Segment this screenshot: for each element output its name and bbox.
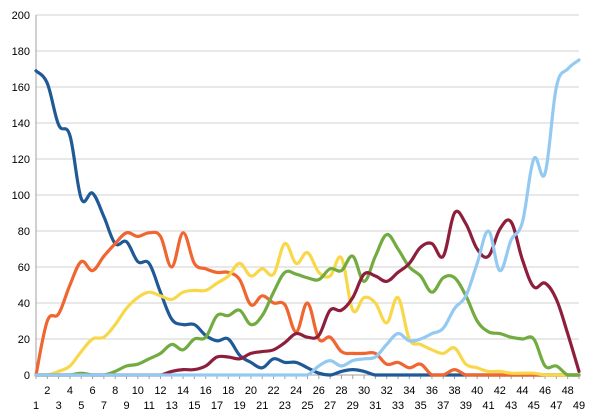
x-tick-label: 47 [550,400,562,412]
x-tick-label: 12 [154,385,166,397]
series-line-6 [34,58,581,377]
x-tick-label: 42 [494,385,506,397]
x-tick-label: 18 [222,385,234,397]
x-tick-label: 43 [505,400,517,412]
x-tick-label: 9 [123,400,129,412]
x-tick-label: 17 [211,400,223,412]
y-tick-label: 120 [12,154,30,166]
y-tick-label: 140 [12,118,30,130]
x-tick-label: 11 [143,400,154,412]
x-tick-label: 33 [392,400,404,412]
x-tick-label: 29 [347,400,359,412]
x-tick-label: 27 [324,400,336,412]
gridlines [36,14,579,340]
x-tick-label: 13 [166,400,178,412]
x-tick-label: 1 [33,400,39,412]
series-lines [34,58,581,377]
x-tick-label: 10 [132,385,144,397]
x-tick-label: 39 [460,400,472,412]
y-tick-label: 180 [12,46,30,58]
x-tick-label: 34 [403,385,415,397]
series-line-2 [34,230,581,377]
x-tick-label: 30 [358,385,370,397]
x-tick-label: 41 [482,400,494,412]
y-tick-label: 20 [18,334,30,346]
x-tick-label: 36 [426,385,438,397]
x-tick-label: 15 [188,400,200,412]
x-tick-label: 49 [573,400,585,412]
y-tick-label: 0 [24,370,30,382]
x-tick-label: 38 [448,385,460,397]
x-tick-label: 48 [562,385,574,397]
y-tick-label: 100 [12,190,30,202]
y-tick-label: 80 [18,226,30,238]
x-tick-label: 20 [245,385,257,397]
x-tick-label: 3 [56,400,62,412]
x-tick-label: 14 [177,385,189,397]
x-tick-label: 7 [101,400,107,412]
series-line-5 [34,209,581,377]
x-tick-label: 24 [290,385,302,397]
x-tick-label: 16 [200,385,212,397]
series-line-1 [34,69,581,377]
series-line-4 [34,232,581,377]
y-tick-label: 40 [18,298,30,310]
x-tick-label: 37 [437,400,449,412]
x-tick-label: 28 [335,385,347,397]
x-tick-label: 19 [234,400,246,412]
x-tick-label: 6 [90,385,96,397]
x-tick-label: 23 [279,400,291,412]
x-tick-label: 8 [112,385,118,397]
x-tick-label: 25 [301,400,313,412]
y-tick-label: 200 [12,10,30,22]
x-tick-label: 40 [471,385,483,397]
x-tick-label: 44 [516,385,528,397]
x-tick-label: 5 [78,400,84,412]
x-tick-label: 2 [44,385,50,397]
x-tick-label: 32 [381,385,393,397]
x-tick-label: 35 [415,400,427,412]
axes [35,15,580,379]
x-tick-label: 21 [256,400,268,412]
x-tick-label: 22 [267,385,279,397]
x-tick-label: 31 [369,400,381,412]
x-tick-label: 26 [313,385,325,397]
series-line-3 [34,242,581,377]
x-tick-label: 4 [67,385,73,397]
y-tick-label: 160 [12,82,30,94]
tick-labels: 0204060801001201401601802001234567891011… [12,10,585,412]
y-tick-label: 60 [18,262,30,274]
x-tick-label: 46 [539,385,551,397]
x-tick-label: 45 [528,400,540,412]
